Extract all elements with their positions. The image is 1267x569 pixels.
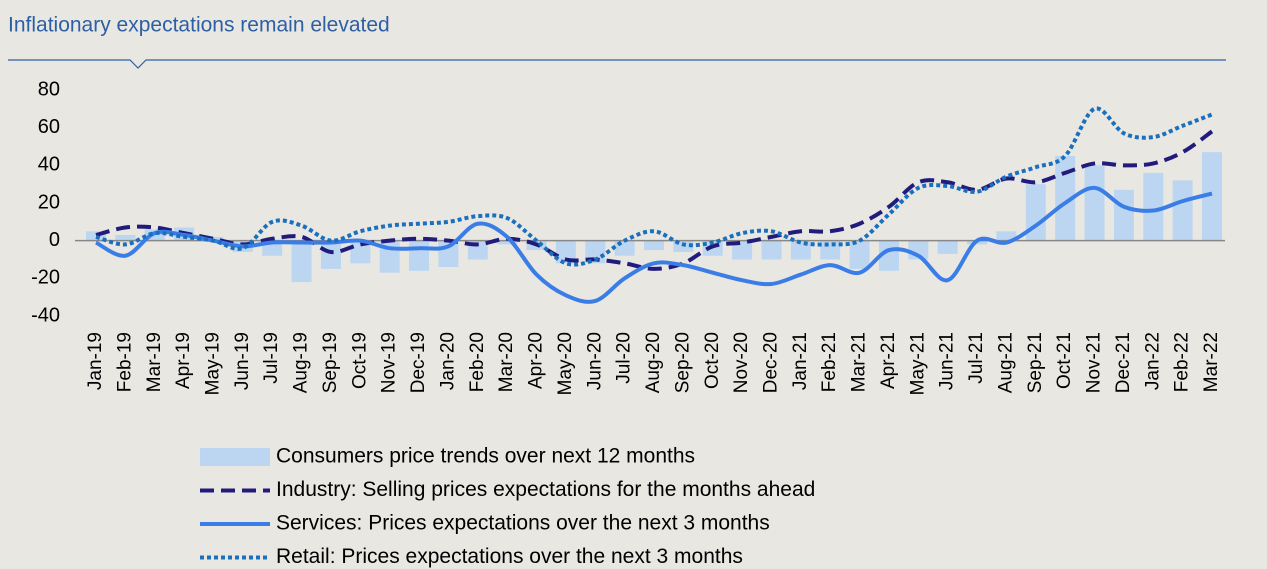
y-tick-label: 0 (49, 229, 60, 251)
x-tick-label: May-21 (907, 332, 928, 395)
x-tick-label: Jan-22 (1142, 332, 1163, 390)
x-tick-label: Apr-20 (526, 332, 547, 389)
bar (350, 240, 371, 264)
x-tick-label: Jun-21 (937, 332, 958, 390)
bar (115, 235, 136, 241)
y-tick-label: 60 (38, 116, 60, 138)
bar (996, 231, 1017, 241)
series-line (95, 185, 1213, 304)
x-tick-label: Apr-19 (173, 332, 194, 389)
x-tick-label: Jan-20 (437, 332, 458, 390)
x-tick-label: Sep-19 (320, 332, 341, 393)
x-tick-label: Mar-21 (849, 332, 870, 392)
bar (644, 240, 664, 251)
x-tick-label: Jul-19 (261, 332, 282, 384)
x-tick-label: Aug-21 (995, 332, 1016, 393)
x-tick-label: Feb-20 (467, 332, 488, 392)
x-tick-label: Dec-21 (1113, 332, 1134, 393)
x-tick-label: Jul-21 (966, 332, 987, 384)
x-tick-label: Dec-19 (408, 332, 429, 393)
bar (497, 240, 518, 245)
bar (761, 240, 782, 260)
x-tick-label: Jan-21 (790, 332, 811, 390)
x-tick-label: Aug-20 (643, 332, 664, 393)
x-tick-label: Oct-20 (702, 332, 723, 389)
x-tick-label: Mar-20 (496, 332, 517, 392)
x-tick-label: Jan-19 (85, 332, 106, 390)
x-tick-label: Feb-21 (819, 332, 840, 392)
y-tick-label: 40 (38, 154, 60, 176)
bar (1172, 180, 1193, 241)
bar (937, 240, 958, 254)
x-tick-label: Dec-20 (760, 332, 781, 393)
legend-label: Consumers price trends over next 12 mont… (276, 445, 695, 468)
x-tick-label: Sep-21 (1025, 332, 1046, 393)
bar (291, 240, 312, 283)
chart-title: Inflationary expectations remain elevate… (8, 14, 390, 37)
bar (732, 240, 753, 260)
y-tick-label: -20 (31, 267, 60, 289)
series-line (95, 106, 1213, 267)
x-tick-label: Apr-21 (878, 332, 899, 389)
x-tick-label: Nov-19 (379, 332, 400, 393)
legend-swatch (200, 448, 270, 466)
x-tick-label: Feb-19 (114, 332, 135, 392)
x-tick-label: Nov-20 (731, 332, 752, 393)
x-tick-label: Nov-21 (1084, 332, 1105, 393)
bar (320, 240, 341, 269)
bar (1084, 165, 1105, 241)
x-tick-label: Feb-22 (1172, 332, 1193, 392)
bar (86, 231, 106, 241)
bar (1113, 189, 1134, 241)
bar (820, 240, 841, 260)
y-tick-label: -40 (31, 304, 60, 326)
legend-label: Industry: Selling prices expectations fo… (276, 478, 815, 501)
x-tick-label: Oct-21 (1054, 332, 1075, 389)
legend-label: Retail: Prices expectations over the nex… (276, 545, 743, 568)
bar (849, 240, 870, 269)
x-tick-label: Oct-19 (349, 332, 370, 389)
title-rule (8, 59, 1226, 69)
y-tick-label: 80 (38, 78, 60, 100)
bar (1202, 152, 1222, 241)
bar (1055, 155, 1076, 241)
x-tick-label: Sep-20 (672, 332, 693, 393)
x-tick-label: Aug-19 (291, 332, 312, 393)
y-tick-label: 20 (38, 191, 60, 213)
x-tick-label: Jun-19 (232, 332, 253, 390)
bar (555, 240, 576, 264)
x-tick-label: May-20 (555, 332, 576, 395)
x-tick-label: Mar-19 (144, 332, 165, 392)
series-line (95, 129, 1214, 271)
x-tick-label: Mar-22 (1201, 332, 1222, 392)
x-tick-label: Jun-20 (584, 332, 605, 390)
bar (409, 240, 430, 271)
bar (1143, 172, 1164, 241)
x-tick-label: May-19 (202, 332, 223, 395)
x-tick-label: Jul-20 (614, 332, 635, 384)
bar (1025, 184, 1046, 241)
legend-label: Services: Prices expectations over the n… (276, 512, 770, 535)
